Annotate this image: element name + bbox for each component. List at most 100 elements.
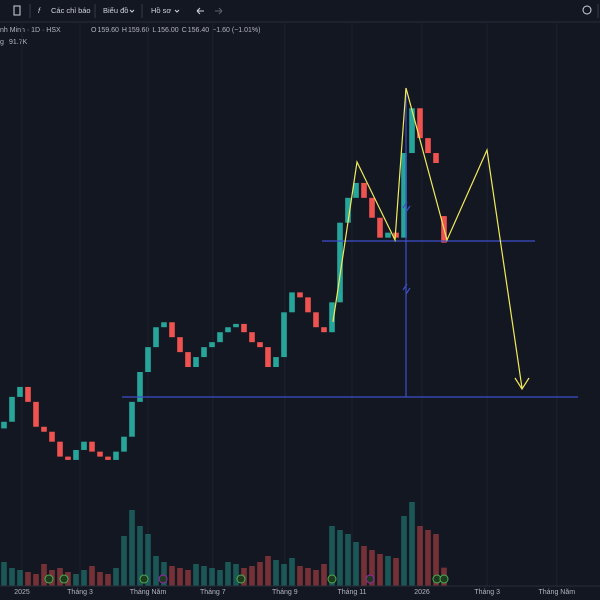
candle bbox=[249, 332, 255, 343]
chevron bbox=[129, 9, 135, 13]
redo[interactable] bbox=[215, 7, 223, 15]
volume-bar bbox=[73, 574, 79, 586]
volume-bar bbox=[97, 572, 103, 586]
ohlc-value: 156.40 bbox=[188, 27, 210, 34]
indicators-button[interactable]: Các chỉ báo bbox=[51, 6, 91, 15]
candle bbox=[25, 386, 31, 402]
ohlc-key: L bbox=[152, 27, 156, 34]
plot bbox=[1, 22, 558, 586]
candle bbox=[33, 401, 39, 427]
x-tick-label: Tháng Năm bbox=[539, 589, 576, 596]
ohlc-legend: O 159.60 H 159.60 L 156.00 C 156.40 −1.60 (−1.01… bbox=[91, 27, 260, 34]
candle bbox=[41, 426, 47, 432]
ohlc-value: 159.60 bbox=[128, 27, 150, 34]
volume-key: g bbox=[0, 39, 4, 46]
volume-bar bbox=[353, 542, 359, 586]
x-tick-label: Tháng 3 bbox=[67, 589, 93, 596]
candle bbox=[137, 372, 143, 402]
candle bbox=[273, 357, 279, 368]
volume-bar bbox=[313, 570, 319, 586]
candle bbox=[209, 342, 215, 348]
event bbox=[139, 574, 149, 584]
candle bbox=[369, 197, 375, 218]
volume-bar bbox=[361, 546, 367, 586]
candle bbox=[353, 182, 359, 198]
volume-bar bbox=[33, 574, 39, 586]
candle bbox=[417, 108, 423, 139]
volume-bar bbox=[81, 570, 87, 586]
x-tick-label: Tháng Năm bbox=[130, 589, 167, 596]
volume-bar bbox=[129, 510, 135, 586]
candle bbox=[257, 342, 263, 348]
candle bbox=[129, 401, 135, 437]
candle bbox=[425, 138, 431, 154]
volume-bar bbox=[9, 568, 15, 586]
search[interactable] bbox=[582, 5, 592, 15]
volume-bar bbox=[329, 526, 335, 586]
candle bbox=[193, 357, 199, 368]
x-tick-label: 2025 bbox=[14, 589, 30, 596]
event bbox=[327, 574, 337, 584]
toolbar bbox=[0, 0, 600, 22]
candle bbox=[305, 297, 311, 313]
candle bbox=[89, 441, 95, 452]
x-tick-label: Tháng 9 bbox=[272, 589, 298, 596]
candle bbox=[409, 108, 415, 154]
change: −1.60 (−1.01%) bbox=[212, 27, 260, 34]
symbol: nh Minh · 1D · HSX bbox=[0, 27, 61, 34]
volume-bar bbox=[89, 566, 95, 586]
charts-button[interactable]: Biểu đồ bbox=[103, 6, 128, 15]
event bbox=[439, 574, 449, 584]
candle bbox=[17, 386, 23, 397]
ohlc-key: C bbox=[182, 27, 187, 34]
candle bbox=[345, 197, 351, 223]
volume-bar bbox=[169, 566, 175, 586]
volume-bar bbox=[121, 536, 127, 586]
volume-bar bbox=[401, 516, 407, 586]
candle bbox=[113, 451, 119, 460]
volume-bar bbox=[337, 530, 343, 586]
volume-bar bbox=[185, 570, 191, 586]
volume-bar bbox=[265, 556, 271, 586]
candle bbox=[265, 347, 271, 368]
volume-bar bbox=[433, 534, 439, 586]
event bbox=[59, 574, 69, 584]
ohlc-key: O bbox=[91, 27, 97, 34]
candle bbox=[81, 441, 87, 450]
x-tick-label: Tháng 3 bbox=[474, 589, 500, 596]
arrow-head bbox=[514, 377, 530, 391]
candle bbox=[297, 292, 303, 298]
candle bbox=[241, 323, 247, 333]
undo[interactable] bbox=[196, 7, 204, 15]
candle bbox=[321, 327, 327, 333]
candle bbox=[401, 153, 407, 238]
volume-bar bbox=[393, 558, 399, 586]
candle bbox=[337, 222, 343, 303]
volume-bar bbox=[137, 526, 143, 586]
volume-bar bbox=[369, 550, 375, 586]
candle bbox=[169, 322, 175, 338]
volume-bar bbox=[25, 572, 31, 586]
candle bbox=[385, 232, 391, 238]
candle bbox=[121, 436, 127, 452]
event-markers bbox=[44, 574, 449, 584]
event bbox=[236, 574, 246, 584]
candle bbox=[161, 322, 167, 328]
profile-button[interactable]: Hồ sơ bbox=[151, 6, 171, 15]
candle bbox=[361, 182, 367, 198]
volume-bar bbox=[417, 526, 423, 586]
icon-candle[interactable] bbox=[13, 5, 21, 16]
x-tick-label: 2026 bbox=[414, 589, 430, 596]
icon-fx[interactable]: f bbox=[38, 6, 41, 15]
volume-bar bbox=[345, 534, 351, 586]
candle bbox=[433, 153, 439, 163]
candle bbox=[329, 302, 335, 333]
volume-bar bbox=[281, 564, 287, 586]
equal-marks bbox=[402, 201, 411, 295]
candle bbox=[49, 431, 55, 442]
candle bbox=[57, 441, 63, 457]
event bbox=[44, 574, 54, 584]
pattern bbox=[332, 87, 523, 389]
candle bbox=[153, 327, 159, 348]
candle bbox=[289, 292, 295, 313]
